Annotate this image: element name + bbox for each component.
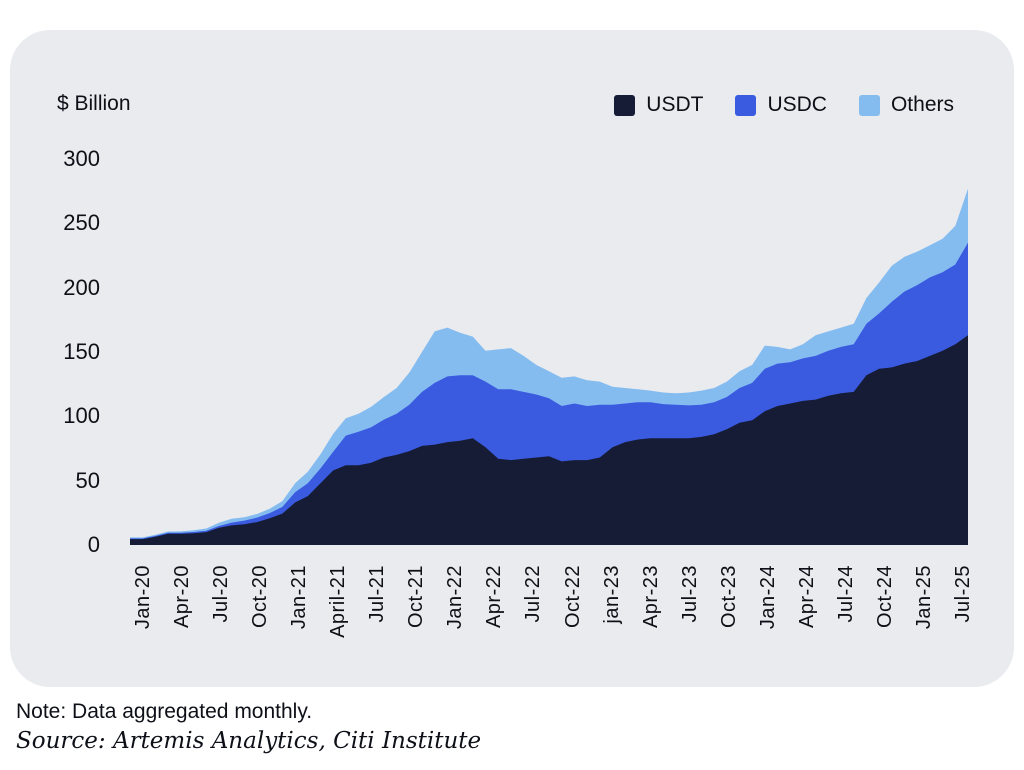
x-tick-label: Jul-22 (522, 565, 545, 623)
usdc-swatch-icon (735, 94, 757, 116)
chart-card: $ Billion USDT USDC Others 300 250 200 150 1… (10, 30, 1014, 687)
usdt-area (130, 335, 968, 545)
x-tick-label: Jul-24 (834, 565, 857, 623)
y-tick-label: 150 (63, 339, 100, 364)
x-tick-label: Oct-21 (405, 565, 428, 629)
y-tick-label: 300 (63, 146, 100, 171)
x-tick-label: Jul-20 (210, 565, 233, 623)
x-tick-label: Apr-22 (483, 565, 506, 629)
source-text: Source: Artemis Analytics, Citi Institut… (16, 728, 482, 754)
y-tick-label: 100 (63, 403, 100, 429)
x-tick-label: Oct-20 (249, 565, 272, 629)
x-tick-label: Jan-24 (756, 565, 779, 630)
usdt-swatch-icon (614, 94, 636, 116)
others-swatch-icon (858, 94, 880, 116)
x-tick-label: Apr-23 (639, 565, 662, 629)
note-text: Note: Data aggregated monthly. (16, 700, 313, 723)
chart-legend: USDT USDC Others (614, 93, 954, 117)
legend-label-usdc: USDC (767, 93, 827, 116)
legend-label-others: Others (890, 93, 954, 116)
y-tick-label: 200 (63, 274, 100, 300)
legend-item-others: Others (858, 93, 954, 117)
legend-item-usdt: USDT (614, 93, 703, 117)
x-tick-label: Oct-22 (561, 565, 584, 629)
x-tick-label: Oct-23 (717, 565, 740, 629)
y-tick-label: 250 (63, 210, 100, 236)
legend-item-usdc: USDC (735, 93, 827, 117)
x-tick-label: Jan-20 (132, 565, 154, 630)
stacked-area-chart (130, 188, 968, 545)
y-tick-label: 0 (87, 532, 100, 557)
legend-label-usdt: USDT (646, 93, 704, 116)
x-tick-label: Jul-25 (952, 565, 974, 623)
x-tick-label: jan-23 (600, 565, 623, 624)
x-tick-label: Apr-24 (795, 565, 818, 629)
x-tick-label: April-21 (327, 565, 350, 638)
x-tick-label: Oct-24 (873, 565, 896, 629)
x-tick-label: Apr-20 (171, 565, 194, 629)
x-tick-label: Jul-21 (366, 565, 389, 623)
x-tick-label: Jan-22 (444, 565, 467, 630)
y-tick-label: 50 (75, 467, 100, 493)
x-tick-label: Jul-23 (678, 565, 701, 623)
x-tick-label: Jan-21 (288, 565, 311, 630)
x-tick-label: Jan-25 (912, 565, 935, 630)
y-axis-unit-label: $ Billion (57, 92, 131, 115)
